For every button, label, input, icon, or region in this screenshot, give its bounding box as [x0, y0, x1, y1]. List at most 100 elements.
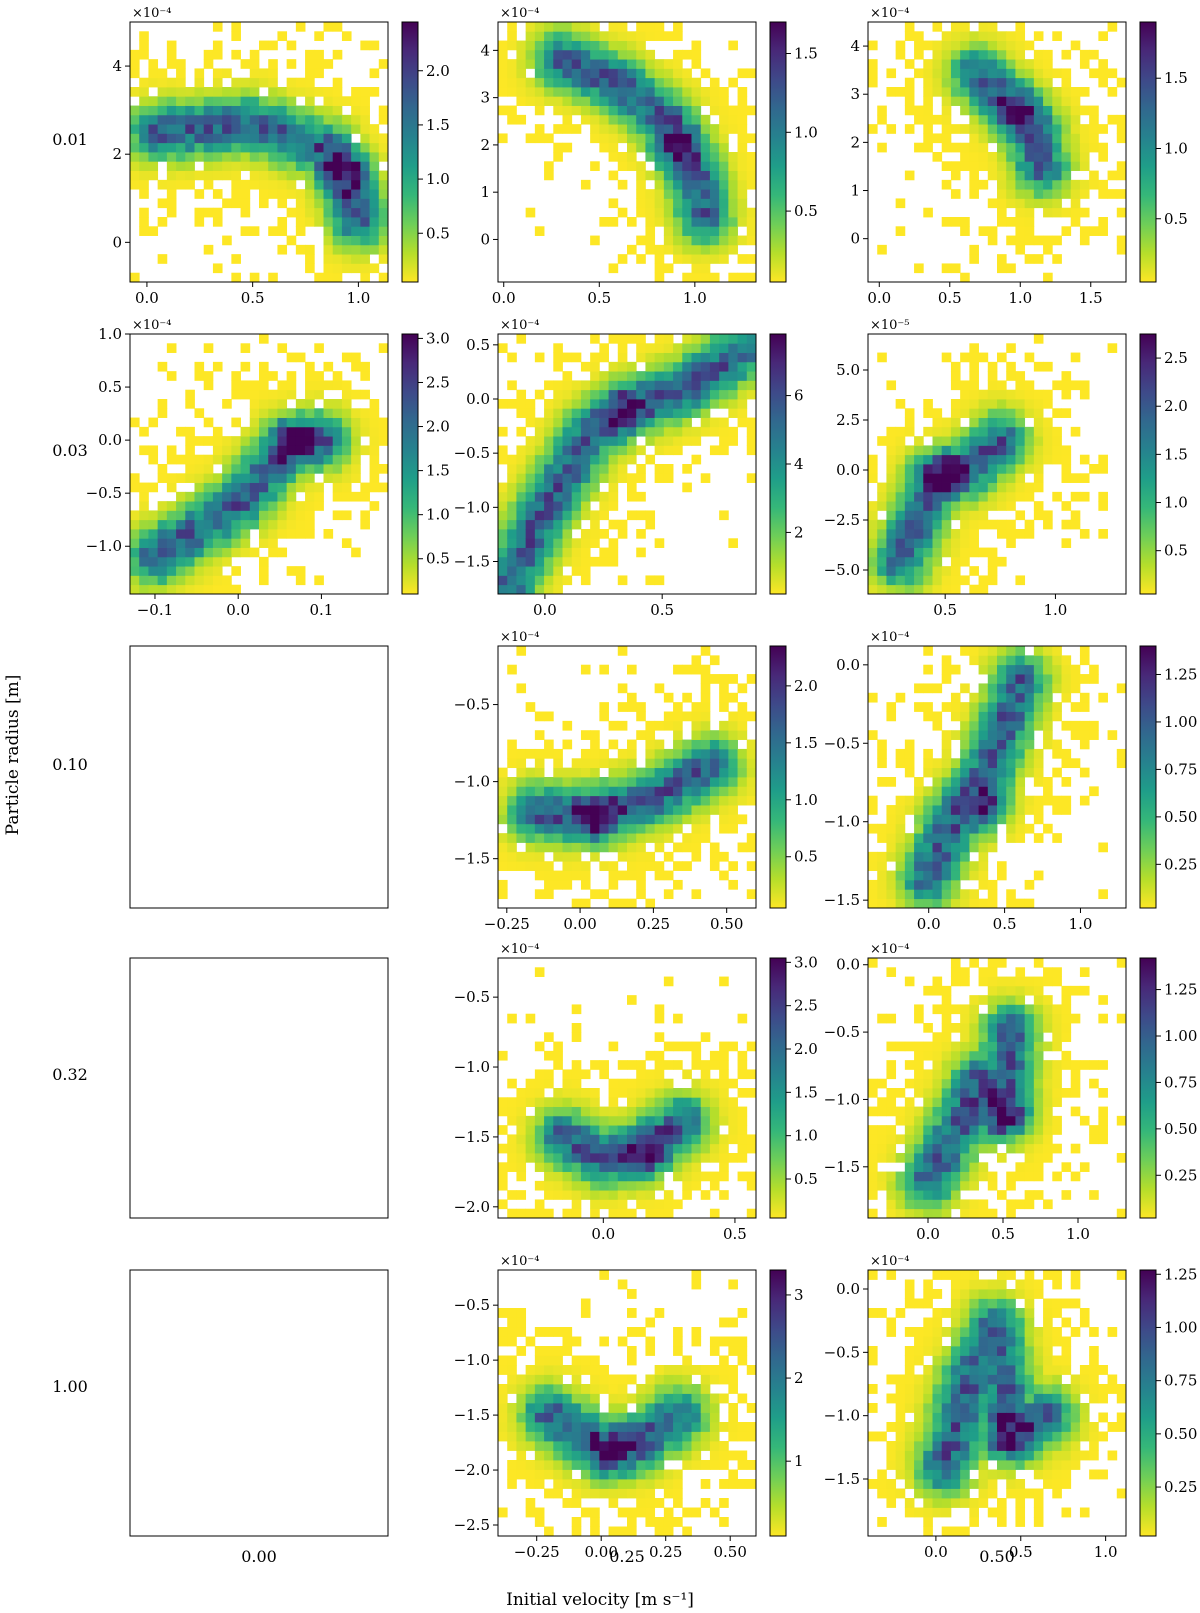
- heatmap-cell: [617, 1441, 628, 1451]
- heatmap-cell: [663, 758, 674, 769]
- heatmap-cell: [719, 417, 729, 428]
- heatmap-cell: [369, 501, 380, 511]
- heatmap-cell: [978, 1208, 989, 1219]
- heatmap-cell: [351, 189, 361, 199]
- heatmap-cell: [728, 161, 738, 171]
- heatmap-cell: [969, 161, 979, 171]
- heatmap-cell: [1006, 114, 1016, 125]
- heatmap-cell: [923, 1190, 933, 1200]
- heatmap-cell: [1116, 1115, 1127, 1126]
- heatmap-cell: [868, 68, 878, 79]
- heatmap-cell: [617, 59, 628, 69]
- heatmap-cell: [1061, 380, 1072, 391]
- heatmap-cell: [222, 114, 232, 125]
- heatmap-cell: [673, 1013, 683, 1024]
- heatmap-cell: [1070, 1013, 1081, 1024]
- heatmap-cell: [332, 380, 343, 391]
- heatmap-cell: [507, 1422, 517, 1432]
- heatmap-cell: [1070, 730, 1081, 740]
- heatmap-cell: [960, 352, 970, 363]
- heatmap-cell: [516, 519, 527, 530]
- heatmap-cell: [682, 152, 692, 162]
- heatmap-cell: [673, 343, 683, 353]
- heatmap-cell: [608, 77, 619, 88]
- heatmap-cell: [194, 436, 205, 446]
- heatmap-cell: [139, 40, 149, 51]
- heatmap-cell: [987, 68, 998, 79]
- heatmap-cell: [305, 389, 315, 400]
- colorbar-tick-label: 0.5: [794, 202, 818, 220]
- heatmap-cell: [728, 207, 738, 218]
- heatmap-cell: [203, 49, 214, 60]
- heatmap-cell: [886, 711, 897, 722]
- heatmap-cell: [1015, 1060, 1026, 1070]
- heatmap-cell: [737, 795, 748, 806]
- heatmap-cell: [700, 767, 711, 778]
- heatmap-cell: [295, 133, 306, 144]
- heatmap-cell: [728, 198, 738, 209]
- heatmap-cell: [157, 566, 168, 576]
- heatmap-cell: [212, 263, 223, 274]
- heatmap-cell: [249, 170, 260, 181]
- heatmap-cell: [286, 371, 297, 381]
- heatmap-cell: [305, 179, 315, 190]
- heatmap-cell: [987, 96, 998, 106]
- heatmap-cell: [1024, 445, 1035, 456]
- heatmap-cell: [997, 1004, 1007, 1015]
- empty-axes-frame: [129, 645, 389, 909]
- heatmap-cell: [580, 529, 591, 539]
- heatmap-cell: [139, 170, 149, 181]
- heatmap-cell: [590, 739, 600, 750]
- heatmap-cell: [663, 226, 674, 236]
- heatmap-cell: [286, 436, 297, 446]
- heatmap-cell: [868, 547, 878, 558]
- heatmap-cell: [960, 1208, 970, 1219]
- heatmap-cell: [1052, 436, 1062, 446]
- heatmap-cell: [636, 795, 646, 806]
- heatmap-cell: [157, 361, 168, 372]
- heatmap-cell: [997, 739, 1007, 750]
- heatmap-cell: [719, 1097, 729, 1107]
- heatmap-cell: [525, 519, 536, 530]
- heatmap-cell: [682, 1162, 692, 1172]
- heatmap-cell: [571, 786, 582, 797]
- heatmap-cell: [877, 491, 887, 502]
- heatmap-cell: [941, 898, 952, 909]
- heatmap-cell: [960, 805, 970, 815]
- heatmap-cell: [1052, 198, 1062, 209]
- heatmap-cell: [562, 1208, 573, 1219]
- heatmap-cell: [553, 1162, 563, 1172]
- heatmap-cell: [673, 861, 683, 871]
- heatmap-cell: [305, 96, 315, 106]
- heatmap-cell: [332, 371, 343, 381]
- heatmap-cell: [525, 1441, 536, 1451]
- heatmap-cell: [932, 711, 943, 722]
- heatmap-cell: [969, 244, 979, 255]
- heatmap-cell: [932, 833, 943, 843]
- heatmap-cell: [314, 114, 324, 125]
- heatmap-cell: [877, 861, 887, 871]
- heatmap-cell: [987, 575, 998, 586]
- heatmap-cell: [498, 1180, 508, 1191]
- y-scale-multiplier: ×10⁻⁴: [500, 318, 540, 333]
- heatmap-cell: [868, 1153, 878, 1163]
- colorbar-tick-label: 0.5: [426, 224, 450, 242]
- heatmap-cell: [351, 244, 361, 255]
- heatmap-cell: [295, 482, 306, 493]
- heatmap-cell: [627, 1517, 637, 1527]
- heatmap-cell: [599, 795, 609, 806]
- heatmap-cell: [268, 114, 278, 125]
- heatmap-cell: [719, 739, 729, 750]
- heatmap-cell: [950, 664, 961, 675]
- heatmap-cell: [673, 161, 683, 171]
- heatmap-cell: [719, 207, 729, 218]
- heatmap-cell: [645, 1078, 656, 1089]
- heatmap-cell: [987, 1208, 998, 1219]
- heatmap-cell: [351, 198, 361, 209]
- heatmap-cell: [895, 501, 906, 511]
- heatmap-cell: [305, 491, 315, 502]
- heatmap-cell: [923, 584, 933, 595]
- heatmap-cell: [654, 96, 665, 106]
- heatmap-cell: [185, 133, 195, 144]
- heatmap-cell: [728, 758, 738, 769]
